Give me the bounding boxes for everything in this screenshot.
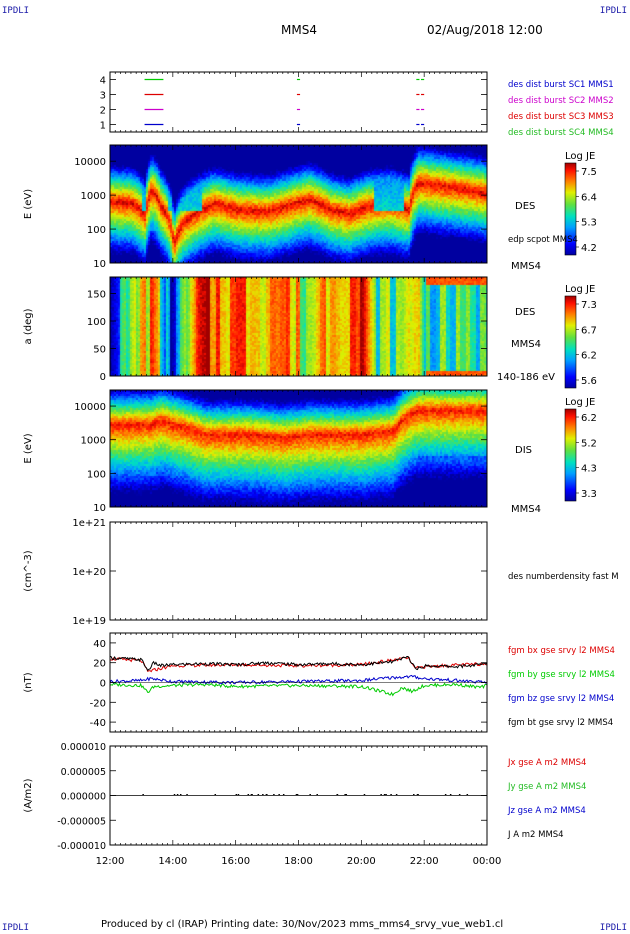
colorbar-des-pitch-angle-tick-label: 6.2 <box>581 351 597 362</box>
y-tick-label: 100 <box>87 225 106 236</box>
label-des-pa: DES <box>515 307 535 318</box>
series-fgm-bz-gse-srvy-l2-mms4 <box>109 674 488 685</box>
colorbar-des-pitch-angle-tick-label: 6.7 <box>581 325 597 336</box>
y-tick-label: 50 <box>93 345 106 356</box>
y-tick-label: 0.000005 <box>61 767 106 778</box>
y-tick-label: -40 <box>90 718 106 729</box>
y-tick-label: 1e+19 <box>72 616 106 627</box>
y-tick-label: 1e+21 <box>72 518 106 529</box>
label-mms4-pa: MMS4 <box>511 339 541 350</box>
legend-density: des numberdensity fast M <box>508 572 619 582</box>
y-tick-label: 0.000010 <box>61 742 106 753</box>
colorbar-des-energy-tick-label: 5.3 <box>581 218 597 229</box>
y-axis-label: E (eV) <box>23 433 34 463</box>
corner-label-top-right: IPDLI <box>599 6 627 16</box>
legend-burst-3: des dist burst SC3 MMS3 <box>508 112 614 122</box>
label-mms4-dis: MMS4 <box>511 504 541 515</box>
legend-fgm-2: fgm bz gse srvy l2 MMS4 <box>508 694 614 704</box>
time-label: 00:00 <box>473 856 502 867</box>
heatmap-des-energy <box>110 145 487 263</box>
legend-burst-1: des dist burst SC1 MMS1 <box>508 80 614 90</box>
time-label: 18:00 <box>284 856 313 867</box>
colorbar-des-pitch-angle <box>564 295 577 389</box>
y-tick-label: 0 <box>100 372 106 383</box>
footer-text: Produced by cl (IRAP) Printing date: 30/… <box>101 919 504 930</box>
y-tick-label: -0.000005 <box>57 816 106 827</box>
heatmap-dis-energy <box>110 390 487 507</box>
colorbar-des-energy-tick-label: 4.2 <box>581 243 597 254</box>
corner-label-bottom-right: IPDLI <box>599 923 627 933</box>
y-tick-label: 10000 <box>74 402 106 413</box>
y-axis-label: E (eV) <box>23 189 34 219</box>
time-label: 12:00 <box>96 856 125 867</box>
colorbar-dis-energy-tick-label: 6.2 <box>581 413 597 424</box>
time-label: 22:00 <box>410 856 439 867</box>
y-axis-label: a (deg) <box>23 308 34 344</box>
colorbar-dis-energy <box>564 408 577 502</box>
y-tick-label: 20 <box>93 659 106 670</box>
y-tick-label: 1 <box>100 121 106 132</box>
y-axis-label: (nT) <box>23 672 34 692</box>
y-tick-label: 10000 <box>74 157 106 168</box>
y-tick-label: 40 <box>93 639 106 650</box>
legend-fgm-1: fgm by gse srvy l2 MMS4 <box>508 670 615 680</box>
legend-burst-2: des dist burst SC2 MMS2 <box>508 96 614 106</box>
time-label: 16:00 <box>221 856 250 867</box>
page-title: MMS4 <box>281 23 317 37</box>
legend-current-1: Jy gse A m2 MMS4 <box>507 782 586 792</box>
y-tick-label: 100 <box>87 469 106 480</box>
y-tick-label: 0.000000 <box>61 792 106 803</box>
panel-frame-4 <box>109 521 488 621</box>
y-axis-label: (cm^-3) <box>23 550 34 591</box>
corner-label-bottom-left: IPDLI <box>2 923 30 933</box>
colorbar-dis-energy-tick-label: 5.2 <box>581 438 597 449</box>
colorbar-des-energy-title: Log JE <box>565 151 595 162</box>
y-tick-label: 1000 <box>81 436 106 447</box>
y-tick-label: 0 <box>100 679 106 690</box>
y-tick-label: 1000 <box>81 191 106 202</box>
colorbar-dis-energy-tick-label: 4.3 <box>581 464 597 475</box>
date-time: 02/Aug/2018 12:00 <box>427 23 543 37</box>
y-tick-label: 3 <box>100 91 106 102</box>
label-dis: DIS <box>515 445 532 456</box>
label-edp-scpot: edp scpot MMS4 <box>508 235 578 245</box>
colorbar-dis-energy-title: Log JE <box>565 397 595 408</box>
legend-current-0: Jx gse A m2 MMS4 <box>507 758 586 768</box>
colorbar-des-pitch-angle-tick-label: 7.3 <box>581 300 597 311</box>
label-des: DES <box>515 201 535 212</box>
legend-current-2: Jz gse A m2 MMS4 <box>507 806 586 816</box>
y-tick-label: -0.000010 <box>57 841 106 852</box>
label-mms4: MMS4 <box>511 261 541 272</box>
colorbar-des-pitch-angle-title: Log JE <box>565 284 595 295</box>
legend-current-3: J A m2 MMS4 <box>507 830 564 840</box>
y-tick-label: 2 <box>100 106 106 117</box>
y-tick-label: 1e+20 <box>72 567 106 578</box>
corner-label-top-left: IPDLI <box>2 6 30 16</box>
y-tick-label: -20 <box>90 698 106 709</box>
y-tick-label: 150 <box>87 290 106 301</box>
series-fgm-bx-gse-srvy-l2-mms4 <box>109 656 488 673</box>
y-tick-label: 10 <box>93 259 106 270</box>
legend-fgm-0: fgm bx gse srvy l2 MMS4 <box>508 646 615 656</box>
colorbar-des-energy <box>564 162 577 256</box>
y-tick-label: 10 <box>93 503 106 514</box>
panel-frame-0 <box>109 71 488 133</box>
colorbar-dis-energy-tick-label: 3.3 <box>581 489 597 500</box>
time-label: 20:00 <box>347 856 376 867</box>
y-axis-label: (A/m2) <box>23 778 34 812</box>
y-tick-label: 100 <box>87 317 106 328</box>
legend-burst-4: des dist burst SC4 MMS4 <box>508 128 614 138</box>
label-energy-range: 140-186 eV <box>497 372 555 383</box>
time-label: 14:00 <box>158 856 187 867</box>
legend-fgm-3: fgm bt gse srvy l2 MMS4 <box>508 718 613 728</box>
y-tick-label: 4 <box>100 76 106 87</box>
series-fgm-by-gse-srvy-l2-mms4 <box>109 682 488 697</box>
colorbar-des-energy-tick-label: 6.4 <box>581 192 597 203</box>
colorbar-des-energy-tick-label: 7.5 <box>581 167 597 178</box>
colorbar-des-pitch-angle-tick-label: 5.6 <box>581 376 597 387</box>
series-fgm-bt-gse-srvy-l2-mms4 <box>109 655 488 672</box>
heatmap-des-pitch-angle <box>110 277 487 376</box>
